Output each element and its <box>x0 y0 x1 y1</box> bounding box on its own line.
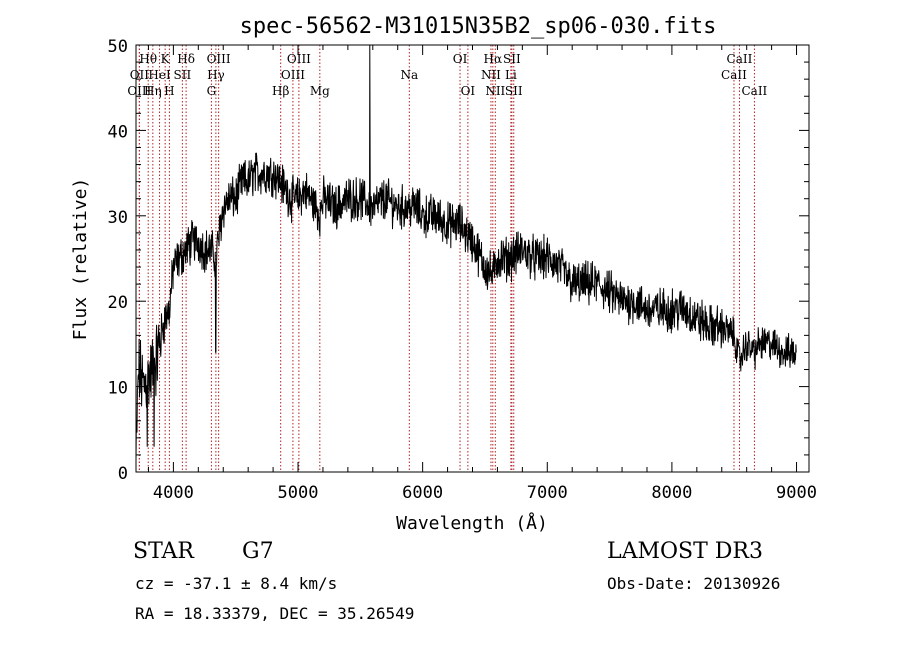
line-marker-label: CaII <box>721 68 747 82</box>
line-marker-label: Hη <box>144 84 162 98</box>
line-marker-label: OIII <box>127 84 151 98</box>
line-marker-label: OI <box>453 52 468 66</box>
line-marker-label: NII <box>481 68 501 82</box>
line-marker-label: SII <box>174 68 192 82</box>
y-tick-label: 0 <box>118 464 128 484</box>
x-tick-label: 4000 <box>153 483 194 503</box>
y-tick-label: 50 <box>108 37 128 57</box>
line-marker-label: Li <box>505 68 517 82</box>
object-subclass: G7 <box>242 539 274 564</box>
x-tick-label: 5000 <box>278 483 319 503</box>
line-marker-label: Hβ <box>272 84 289 98</box>
line-marker-label: OIII <box>281 68 305 82</box>
line-marker-label: Mg <box>310 84 330 98</box>
y-tick-label: 30 <box>108 208 128 228</box>
y-tick-label: 10 <box>108 379 128 399</box>
line-marker-label: H <box>164 84 174 98</box>
line-marker-label: OIII <box>287 52 311 66</box>
y-axis-label: Flux (relative) <box>70 178 91 341</box>
line-marker-label: OIII <box>207 52 231 66</box>
line-marker-label: Na <box>400 68 418 82</box>
line-marker-label: Hα <box>484 52 503 66</box>
line-marker-label: CaII <box>727 52 753 66</box>
x-tick-label: 6000 <box>402 483 443 503</box>
line-marker-label: K <box>161 52 171 66</box>
object-class: STAR <box>133 539 194 564</box>
x-tick-label: 7000 <box>527 483 568 503</box>
line-marker-label: G <box>207 84 217 98</box>
x-axis-label: Wavelength (Å) <box>396 512 548 534</box>
survey-name: LAMOST DR3 <box>607 539 763 564</box>
coordinates: RA = 18.33379, DEC = 35.26549 <box>135 604 415 623</box>
x-tick-label: 8000 <box>651 483 692 503</box>
chart-title: spec-56562-M31015N35B2_sp06-030.fits <box>240 14 717 39</box>
line-marker-label: Hγ <box>207 68 225 82</box>
line-marker-label: CaII <box>741 84 767 98</box>
line-marker-label: SII <box>505 84 523 98</box>
line-marker-label: HeI <box>148 68 171 82</box>
line-markers <box>138 45 755 472</box>
line-marker-label: Hδ <box>177 52 195 66</box>
observation-date: Obs-Date: 20130926 <box>607 574 781 593</box>
line-marker-label: NII <box>485 84 505 98</box>
y-tick-label: 40 <box>108 122 128 142</box>
y-tick-label: 20 <box>108 293 128 313</box>
line-marker-label: OII <box>130 68 150 82</box>
line-marker-label: Hθ <box>139 52 157 66</box>
axes: 4000 5000 6000 7000 8000 9000 0 10 20 30 40 50 <box>108 37 817 503</box>
line-marker-label: SII <box>503 52 521 66</box>
x-tick-label: 9000 <box>776 483 817 503</box>
redshift-velocity: cz = -37.1 ± 8.4 km/s <box>135 574 338 593</box>
line-marker-label: OI <box>461 84 476 98</box>
spectrum-line <box>135 44 797 461</box>
